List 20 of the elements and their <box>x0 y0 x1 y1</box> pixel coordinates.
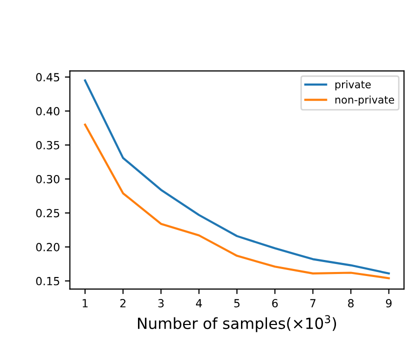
x-tick-label: 2 <box>120 299 126 308</box>
y-tick-label: 0.45 <box>36 73 60 82</box>
y-tick-label: 0.40 <box>36 106 60 116</box>
y-tick-label: 0.25 <box>36 208 60 218</box>
y-tick-label: 0.35 <box>36 140 60 150</box>
x-tick-label: 9 <box>386 299 392 308</box>
x-tick-label: 5 <box>234 299 240 308</box>
y-tick-label: 0.15 <box>36 276 60 286</box>
x-tick-label: 6 <box>272 299 278 308</box>
legend-label: non-private <box>335 96 394 106</box>
x-axis-title: Number of samples(×10$^{3}$) <box>138 315 336 332</box>
x-tick-label: 1 <box>82 299 88 308</box>
x-tick-label: 7 <box>310 299 316 308</box>
x-tick-label: 3 <box>158 299 164 308</box>
y-tick-label: 0.20 <box>36 242 60 252</box>
x-tick-label: 4 <box>196 299 202 308</box>
line-series <box>84 124 390 280</box>
x-tick-label: 8 <box>348 299 354 308</box>
legend-label: private <box>335 80 371 90</box>
y-tick-label: 0.30 <box>36 174 60 184</box>
